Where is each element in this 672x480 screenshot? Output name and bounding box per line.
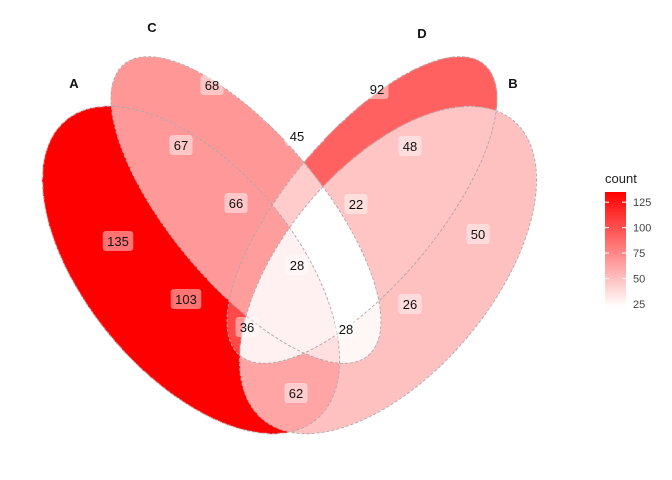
set-name-a: A bbox=[69, 76, 79, 91]
region-count: 28 bbox=[290, 258, 304, 273]
region-label-c: 68 bbox=[200, 75, 224, 95]
region-label-ac-b: 103 bbox=[170, 289, 202, 309]
region-label-background bbox=[365, 79, 389, 99]
region-label-background bbox=[334, 319, 358, 339]
region-count: 50 bbox=[471, 227, 485, 242]
region-label-b: 50 bbox=[466, 224, 490, 244]
set-outline-a bbox=[42, 105, 340, 435]
region-count: 48 bbox=[403, 139, 417, 154]
region-label-background bbox=[398, 136, 422, 156]
set-outlines bbox=[42, 56, 537, 435]
region-label-background bbox=[170, 289, 202, 309]
region-label-abcd: 28 bbox=[285, 255, 309, 275]
legend-colorbar bbox=[605, 192, 626, 307]
region-label-background bbox=[344, 194, 368, 214]
region-label-bd-c: 26 bbox=[398, 294, 422, 314]
region-label-background bbox=[284, 383, 308, 403]
region-label-background bbox=[398, 294, 422, 314]
region-label-background bbox=[235, 317, 259, 337]
region-label-ac: 67 bbox=[169, 135, 193, 155]
count-legend: count 125 100 75 50 25 bbox=[605, 171, 651, 311]
region-count: 103 bbox=[175, 292, 197, 307]
region-label-abc: 36 bbox=[235, 317, 259, 337]
region-label-background bbox=[285, 255, 309, 275]
region-label-a: 135 bbox=[102, 231, 134, 251]
region-label-cd: 45 bbox=[285, 126, 309, 146]
legend-tick-label: 75 bbox=[633, 248, 645, 260]
region-count: 135 bbox=[107, 234, 129, 249]
region-count: 45 bbox=[290, 129, 304, 144]
legend-tick-label: 100 bbox=[633, 223, 651, 235]
region-label-background bbox=[200, 75, 224, 95]
region-count: 68 bbox=[205, 78, 219, 93]
region-label-background bbox=[285, 126, 309, 146]
region-label-bcd: 22 bbox=[344, 194, 368, 214]
region-label-background bbox=[466, 224, 490, 244]
region-count: 22 bbox=[349, 197, 363, 212]
region-label-background bbox=[102, 231, 134, 251]
region-count-labels: 135 50 68 92 67 45 48 66 22 28 26 103 62 36 28 bbox=[102, 75, 490, 403]
region-label-acd: 66 bbox=[224, 193, 248, 213]
region-label-d: 92 bbox=[365, 79, 389, 99]
set-name-d: D bbox=[417, 26, 426, 41]
region-count: 62 bbox=[289, 386, 303, 401]
region-label-bd: 48 bbox=[398, 136, 422, 156]
set-outline-c bbox=[110, 56, 382, 364]
region-label-background bbox=[224, 193, 248, 213]
region-label-abd: 28 bbox=[334, 319, 358, 339]
set-name-labels: A B C D bbox=[69, 20, 517, 91]
set-name-b: B bbox=[508, 76, 517, 91]
region-count: 92 bbox=[370, 82, 384, 97]
legend-tick-label: 25 bbox=[633, 299, 645, 311]
region-count: 66 bbox=[229, 196, 243, 211]
set-outline-d bbox=[226, 56, 498, 364]
region-count: 67 bbox=[174, 138, 188, 153]
region-count: 26 bbox=[403, 297, 417, 312]
legend-tick-label: 125 bbox=[633, 197, 651, 209]
legend-tick-label: 50 bbox=[633, 274, 645, 286]
region-count: 28 bbox=[339, 322, 353, 337]
set-name-c: C bbox=[147, 20, 157, 35]
set-outline-b bbox=[239, 105, 537, 435]
region-label-ab: 62 bbox=[284, 383, 308, 403]
region-label-background bbox=[169, 135, 193, 155]
legend-title: count bbox=[605, 171, 637, 186]
region-count: 36 bbox=[240, 320, 254, 335]
